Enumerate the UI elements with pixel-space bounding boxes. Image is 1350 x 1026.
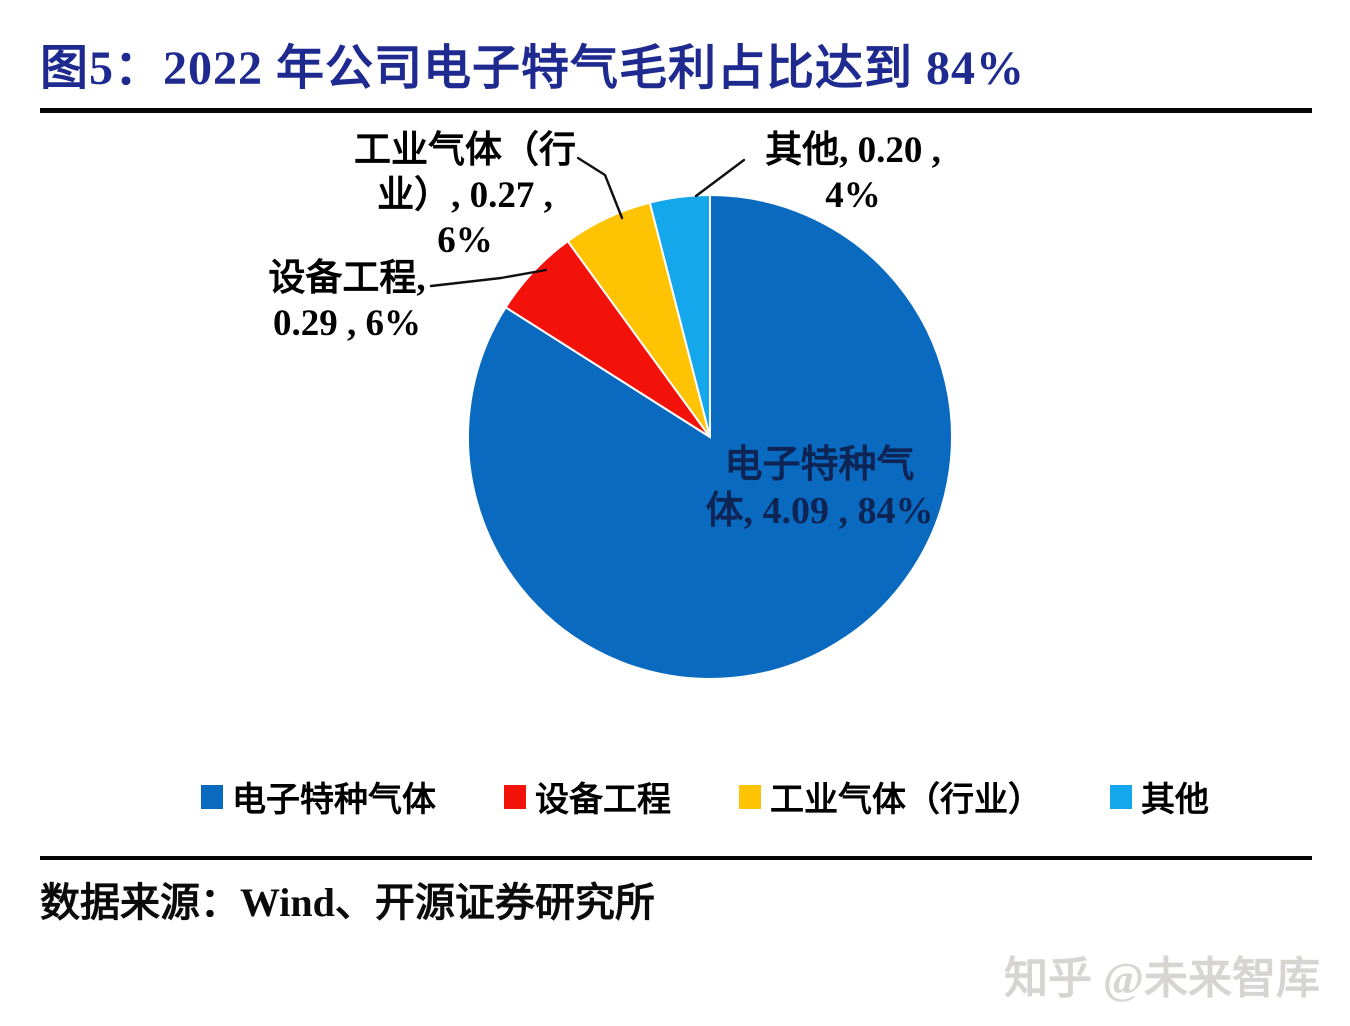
pie-slices	[467, 193, 953, 680]
callout-equipment: 设备工程, 0.29 , 6%	[252, 256, 442, 346]
legend-swatch-equipment	[504, 784, 526, 809]
leader-lines	[429, 156, 746, 288]
legend-item-other: 其他	[1110, 772, 1209, 821]
callout-industrial-gas-line3: 6%	[437, 220, 493, 262]
pie-slice-3	[648, 193, 711, 438]
figure-title: 图5：2022 年公司电子特气毛利占比达到 84%	[40, 42, 1026, 95]
legend: 电子特种气体 设备工程 工业气体（行业） 其他	[60, 772, 1350, 821]
callout-industrial-gas: 工业气体（行 业）, 0.27 , 6%	[330, 128, 600, 263]
leader-line-equipment	[429, 268, 548, 288]
callout-other: 其他, 0.20 , 4%	[748, 128, 958, 218]
title-divider	[40, 108, 1312, 113]
callout-industrial-gas-line2: 业）, 0.27 ,	[377, 175, 553, 217]
legend-label-electronic-specialty-gas: 电子特种气体	[232, 782, 436, 819]
callout-equipment-line1: 设备工程,	[268, 258, 426, 299]
callout-equipment-line2: 0.29 , 6%	[273, 303, 421, 345]
callout-electronic-specialty-gas-line1: 电子特种气	[724, 444, 915, 486]
legend-swatch-industrial-gas	[739, 784, 761, 809]
legend-label-equipment: 设备工程	[535, 782, 671, 819]
source-divider	[40, 856, 1312, 860]
callout-industrial-gas-line1: 工业气体（行	[354, 130, 576, 171]
callout-electronic-specialty-gas: 电子特种气 体, 4.09 , 84%	[692, 442, 947, 535]
callout-other-line2: 4%	[825, 175, 881, 217]
legend-item-equipment: 设备工程	[504, 772, 671, 821]
legend-swatch-electronic-specialty-gas	[201, 784, 223, 809]
leader-line-other	[694, 158, 746, 198]
callout-electronic-specialty-gas-line2: 体, 4.09 , 84%	[705, 490, 934, 533]
data-source: 数据来源：Wind、开源证券研究所	[40, 880, 655, 925]
watermark: 知乎 @未来智库	[1004, 954, 1320, 1003]
legend-item-electronic-specialty-gas: 电子特种气体	[201, 772, 436, 821]
leader-line-industrial-gas	[576, 156, 624, 220]
legend-label-industrial-gas: 工业气体（行业）	[770, 782, 1042, 819]
callout-other-line1: 其他, 0.20 ,	[765, 130, 941, 171]
legend-item-industrial-gas: 工业气体（行业）	[739, 772, 1042, 821]
legend-swatch-other	[1110, 784, 1132, 809]
legend-label-other: 其他	[1141, 782, 1209, 819]
